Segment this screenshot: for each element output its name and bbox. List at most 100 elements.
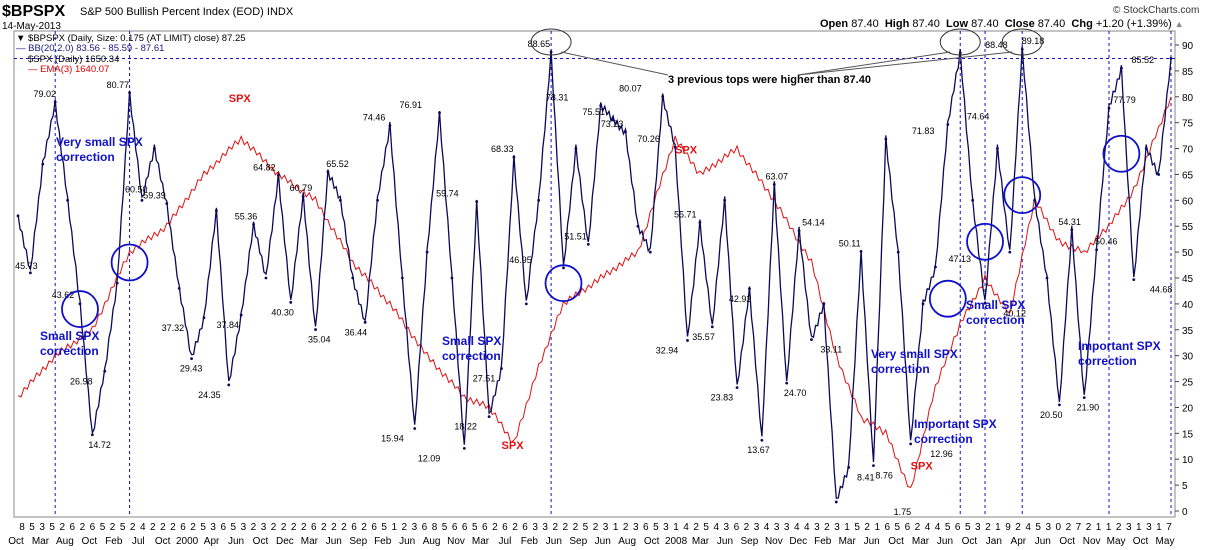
bpspx-point	[772, 183, 776, 186]
x-tick-label: 5	[945, 522, 951, 533]
x-tick-label: 3	[1126, 522, 1132, 533]
spx-label: SPX	[675, 145, 698, 157]
x-month-label: Jun	[595, 536, 611, 547]
x-tick-label: 4	[794, 522, 800, 533]
low-value: 87.40	[971, 18, 999, 30]
x-month-label: Mar	[472, 536, 490, 547]
data-label: 88.65	[528, 39, 551, 49]
bpspx-point	[648, 250, 652, 254]
data-label: 21.90	[1077, 403, 1100, 413]
bpspx-point	[376, 198, 379, 202]
correction-circle	[928, 279, 967, 318]
x-tick-label: 6	[311, 522, 317, 533]
close-value: 87.40	[1037, 18, 1066, 30]
x-month-label: Mar	[839, 536, 857, 547]
ohlc-readout: Open 87.40 High 87.40 Low 87.40 Close 87…	[820, 18, 1184, 30]
bpspx-point	[698, 221, 702, 224]
correction-circle	[1102, 134, 1141, 173]
bpspx-point	[574, 147, 578, 150]
x-tick-label: 5	[231, 522, 237, 533]
bpspx-point	[264, 276, 268, 280]
correction-circle	[61, 290, 99, 328]
bpspx-point	[1045, 276, 1049, 280]
data-label: 24.35	[198, 390, 221, 400]
data-label: 68.33	[491, 144, 514, 154]
x-month-label: Oct	[888, 536, 904, 547]
bpspx-point	[462, 447, 466, 450]
x-month-label: Aug	[56, 536, 74, 547]
bpspx-point	[388, 124, 392, 127]
data-label: 45.73	[15, 261, 38, 271]
x-tick-label: 3	[724, 522, 730, 533]
x-tick-label: 2	[291, 522, 297, 533]
bpspx-point	[276, 173, 280, 177]
chg-label: Chg	[1071, 18, 1093, 30]
low-label: Low	[946, 18, 969, 30]
x-month-label: Nov	[447, 536, 465, 547]
high-label: High	[884, 18, 910, 30]
tops-note: 3 previous tops were higher than 87.40	[668, 74, 871, 86]
x-tick-label: 6	[462, 522, 468, 533]
bpspx-point	[1033, 198, 1037, 202]
x-tick-label: 5	[472, 522, 478, 533]
bpspx-point	[834, 500, 838, 504]
bpspx-point	[1058, 403, 1061, 407]
x-tick-label: 0	[1056, 522, 1062, 533]
data-label: 78.31	[546, 93, 569, 103]
bpspx-point	[450, 276, 454, 280]
x-tick-label: 2	[341, 522, 347, 533]
bpspx-point	[41, 162, 45, 166]
bpspx-point	[202, 316, 206, 320]
x-tick-label: 4	[713, 522, 719, 533]
x-tick-label: 4	[683, 522, 689, 533]
x-tick-label: 5	[854, 522, 860, 533]
x-tick-label: 6	[522, 522, 528, 533]
data-label: 80.07	[619, 83, 642, 93]
data-label: 59.39	[143, 190, 166, 200]
x-tick-label: 2	[150, 522, 156, 533]
data-label: 75.51	[583, 107, 606, 117]
data-label: 60.50	[125, 185, 148, 195]
plot-frame	[13, 30, 1176, 518]
spx-label: SPX	[502, 440, 525, 452]
x-tick-label: 2	[1086, 522, 1092, 533]
x-month-label: Sep	[569, 536, 587, 547]
x-tick-label: 5	[100, 522, 106, 533]
x-tick-label: 5	[381, 522, 387, 533]
bpspx-point	[28, 271, 32, 275]
x-month-label: Oct	[962, 536, 978, 547]
x-tick-label: 2	[160, 522, 166, 533]
bpspx-point	[326, 170, 330, 174]
x-month-label: Sep	[741, 536, 759, 547]
x-tick-label: 1	[995, 522, 1001, 533]
correction-label: Important SPX correction	[1078, 339, 1161, 368]
bpspx-point	[177, 286, 181, 290]
note-pointer	[797, 51, 1013, 76]
legend-ema: — EMA(3) 1640.07	[28, 64, 110, 75]
data-label: 42.92	[729, 294, 752, 304]
x-tick-label: 2	[563, 522, 569, 533]
bpspx-point	[1169, 57, 1173, 60]
data-label: 64.82	[253, 162, 276, 172]
x-tick-label: 2	[693, 522, 699, 533]
x-tick-label: 6	[452, 522, 458, 533]
high-value: 87.40	[912, 18, 940, 30]
x-tick-label: 4	[804, 522, 810, 533]
spx-label: SPX	[911, 461, 934, 473]
bpspx-point	[16, 214, 20, 218]
data-label: 12.09	[418, 453, 441, 463]
x-month-label: Oct	[8, 536, 24, 547]
x-month-label: 2000	[176, 536, 199, 547]
correction-circle	[1003, 176, 1042, 215]
data-label: 35.57	[692, 332, 715, 342]
x-tick-label: 5	[583, 522, 589, 533]
bpspx-point	[1132, 278, 1136, 282]
bpspx-point	[983, 301, 987, 305]
bpspx-point	[438, 111, 441, 115]
x-tick-label: 2	[492, 522, 498, 533]
x-tick-label: 3	[39, 522, 45, 533]
close-label: Close	[1004, 18, 1035, 30]
x-tick-label: 1	[673, 522, 679, 533]
y-tick-label: 30	[1182, 352, 1194, 363]
bpspx-point	[413, 427, 417, 430]
